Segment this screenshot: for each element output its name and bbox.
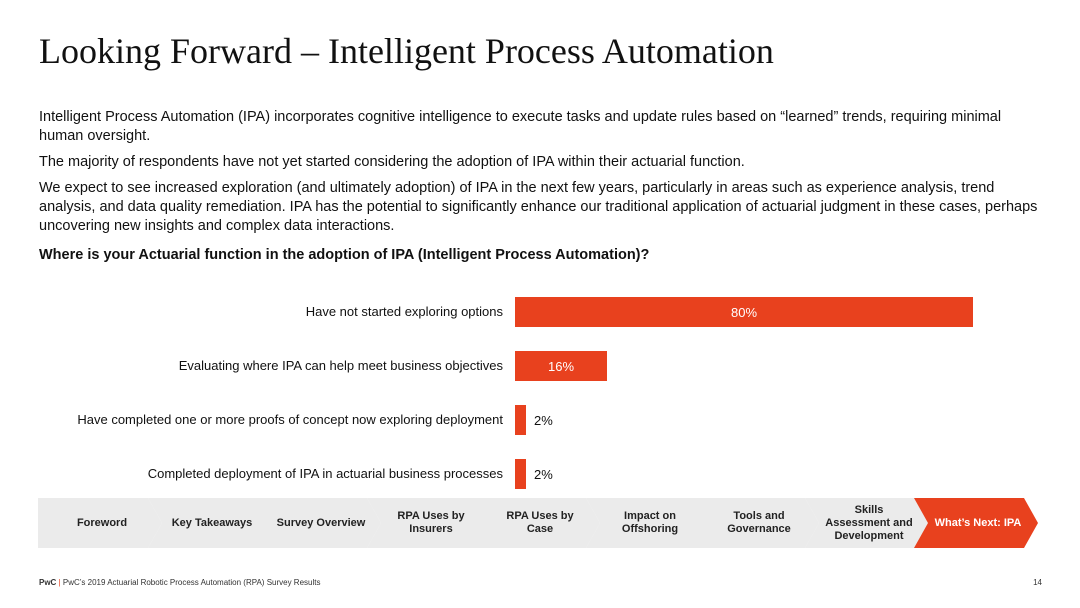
bar-value-label: 16% <box>547 359 575 374</box>
bar-category-label: Completed deployment of IPA in actuarial… <box>147 466 503 481</box>
nav-item-label: Survey Overview <box>276 516 366 529</box>
footer-text: PwC’s 2019 Actuarial Robotic Process Aut… <box>62 578 321 587</box>
bar <box>515 351 607 381</box>
nav-item-survey-overview[interactable]: Survey Overview <box>257 498 381 548</box>
page-number: 14 <box>1033 578 1042 587</box>
nav-item-key-takeaways[interactable]: Key Takeaways <box>148 498 272 548</box>
page-title: Looking Forward – Intelligent Process Au… <box>39 31 774 71</box>
footer: PwC | PwC’s 2019 Actuarial Robotic Proce… <box>39 578 320 587</box>
bar-category-label: Have completed one or more proofs of con… <box>77 412 503 427</box>
bar-category-label: Have not started exploring options <box>305 304 503 319</box>
intro-paragraph-3: We expect to see increased exploration (… <box>39 180 1038 234</box>
bar <box>515 405 526 435</box>
nav-item-label: RPA Uses by Case <box>506 510 574 535</box>
nav-item-label: Key Takeaways <box>171 516 253 529</box>
nav-item-impact-on-offshoring[interactable]: Impact on Offshoring <box>586 498 710 548</box>
section-navigation: Foreword Key Takeaways Survey Overview RPA … <box>38 498 1048 548</box>
nav-item-skills-assessment-and-development[interactable]: Skills Assessment and Development <box>805 498 929 548</box>
footer-separator: | <box>58 578 61 587</box>
nav-item-label: Tools and Governance <box>727 510 791 535</box>
nav-item-label: Skills Assessment and Development <box>825 503 913 542</box>
nav-item-tools-and-governance[interactable]: Tools and Governance <box>695 498 819 548</box>
bar-value-label: 2% <box>534 413 553 428</box>
bar-value-label: 80% <box>730 305 758 320</box>
nav-item-foreword[interactable]: Foreword <box>38 498 162 548</box>
footer-brand: PwC <box>39 578 57 587</box>
nav-item-rpa-uses-by-insurers[interactable]: RPA Uses by Insurers <box>367 498 491 548</box>
bar-category-label: Evaluating where IPA can help meet busin… <box>178 358 503 373</box>
ipa-adoption-bar-chart: Have not started exploring options 80% Eva… <box>0 290 1080 490</box>
bar <box>515 297 973 327</box>
intro-paragraph-2: The majority of respondents have not yet… <box>39 154 745 170</box>
nav-item-label: What’s Next: IPA <box>934 516 1022 529</box>
nav-item-what-s-next-ipa[interactable]: What’s Next: IPA <box>914 498 1038 548</box>
survey-question: Where is your Actuarial function in the … <box>39 247 650 263</box>
nav-item-label: Foreword <box>76 516 128 529</box>
nav-item-label: Impact on Offshoring <box>621 510 679 535</box>
intro-paragraph-1: Intelligent Process Automation (IPA) inc… <box>39 109 1002 144</box>
nav-item-label: RPA Uses by Insurers <box>397 510 465 535</box>
nav-item-rpa-uses-by-case[interactable]: RPA Uses by Case <box>476 498 600 548</box>
bar <box>515 459 526 489</box>
bar-value-label: 2% <box>534 467 553 482</box>
